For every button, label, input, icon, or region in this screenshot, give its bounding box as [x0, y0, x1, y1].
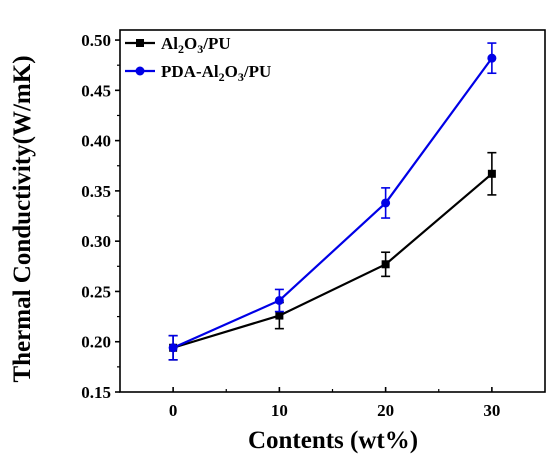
legend-label: PDA-Al2O3/PU [161, 62, 271, 84]
x-axis-title: Contents (wt%) [248, 427, 418, 454]
data-point-circle [381, 198, 391, 208]
data-point-circle [487, 53, 497, 63]
data-point-circle [168, 343, 178, 353]
legend-marker-square [136, 39, 144, 47]
series-line [172, 57, 493, 349]
data-point-square [381, 260, 390, 269]
series-2 [168, 42, 497, 361]
data-point-square [487, 169, 496, 178]
plot-frame [119, 29, 546, 393]
data-point-square [275, 311, 284, 320]
series-line [172, 172, 493, 349]
x-tick-label: 10 [271, 401, 288, 420]
y-tick-label: 0.40 [81, 132, 111, 151]
y-tick-label: 0.35 [81, 182, 111, 201]
y-axis-title: Thermal Conductivity(W/mK) [9, 55, 36, 382]
y-tick-label: 0.20 [81, 333, 111, 352]
legend-item-2: PDA-Al2O3/PU [125, 62, 271, 84]
y-tick-label: 0.30 [81, 232, 111, 251]
x-tick-label: 0 [169, 401, 178, 420]
y-tick-label: 0.45 [81, 81, 111, 100]
y-tick-label: 0.50 [81, 31, 111, 50]
x-tick-label: 30 [483, 401, 500, 420]
y-tick-label: 0.15 [81, 383, 111, 402]
legend-item-1: Al2O3/PU [125, 34, 231, 56]
legend-marker-circle [135, 66, 145, 76]
x-tick-label: 20 [377, 401, 394, 420]
y-tick-label: 0.25 [81, 282, 111, 301]
data-point-circle [274, 295, 284, 305]
legend-label: Al2O3/PU [161, 34, 231, 56]
